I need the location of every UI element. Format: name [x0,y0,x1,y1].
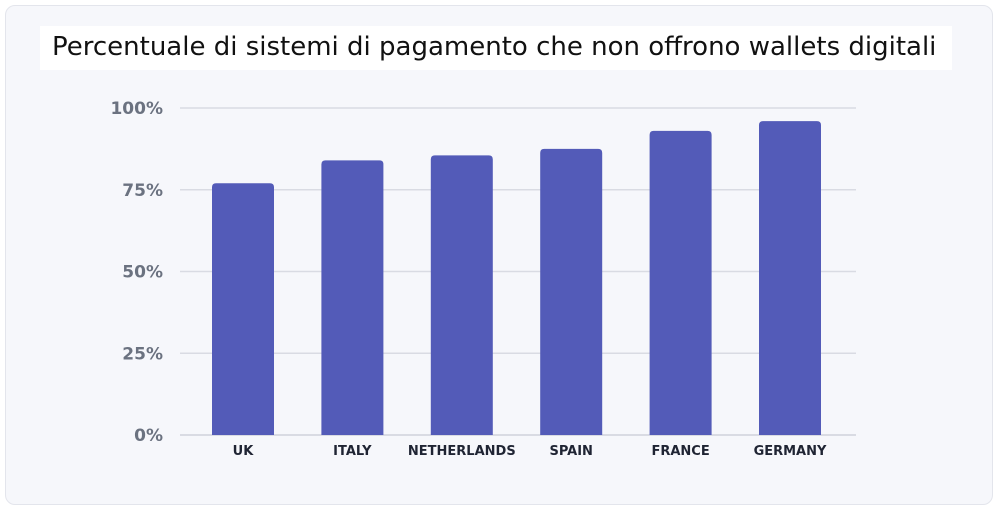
y-axis-ticks: 0% 25% 50% 75% 100% [110,99,163,446]
x-tick-label-france: FRANCE [651,444,709,459]
bar-spain [540,148,603,435]
bar-uk [212,183,274,435]
bar-france [649,130,712,435]
bar-germany [759,121,821,435]
chart-title-box: Percentuale di sistemi di pagamento che … [40,26,952,70]
x-axis-labels: UK ITALY NETHERLANDS SPAIN FRANCE GERMANY [233,444,827,459]
chart-title: Percentuale di sistemi di pagamento che … [52,32,937,62]
x-tick-label-netherlands: NETHERLANDS [408,444,516,459]
y-tick-label: 0% [134,426,163,446]
x-tick-label-germany: GERMANY [754,444,827,459]
chart-card [5,5,993,505]
gridlines [180,107,856,436]
bar-netherlands [430,155,493,436]
y-tick-label: 25% [122,344,163,364]
y-tick-label: 100% [110,99,163,119]
bars [212,121,821,436]
x-tick-label-italy: ITALY [333,444,372,459]
bar-italy [321,160,384,435]
y-tick-label: 50% [122,263,163,283]
x-tick-label-uk: UK [233,444,255,459]
x-tick-label-spain: SPAIN [549,444,592,459]
y-tick-label: 75% [122,181,163,201]
